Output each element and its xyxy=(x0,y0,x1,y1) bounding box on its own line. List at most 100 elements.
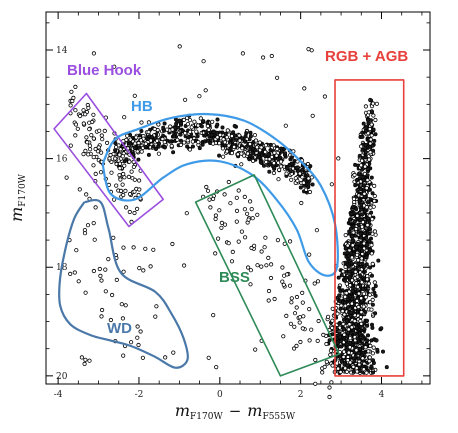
star-point-hb xyxy=(175,137,180,142)
star-point-blue_hook xyxy=(81,152,86,157)
star-point-wd xyxy=(103,289,108,294)
star-point-hb xyxy=(269,154,274,159)
star-point-wd xyxy=(136,342,141,348)
star-point-wd xyxy=(68,271,73,276)
star-point-hb xyxy=(189,125,194,130)
star-point-hb xyxy=(206,127,211,132)
star-point-rgb_agb xyxy=(368,343,373,348)
region-outlines xyxy=(53,79,405,377)
y-tick-label: 20 xyxy=(56,372,68,382)
star-point-rgb_agb xyxy=(367,238,372,243)
star-point-rgb_agb xyxy=(351,196,357,201)
star-point-field xyxy=(83,357,88,362)
star-point-rgb_agb xyxy=(372,280,377,285)
star-point-wd xyxy=(171,350,176,355)
star-point-blue_hook xyxy=(84,135,89,140)
star-point-field xyxy=(335,311,340,316)
star-point-rgb_agb xyxy=(363,345,368,350)
star-point-hb xyxy=(185,138,190,143)
star-point-rgb_agb xyxy=(348,226,353,231)
star-point-rgb_agb xyxy=(349,325,354,330)
star-point-bss xyxy=(226,241,231,246)
star-point-hb xyxy=(297,171,302,176)
star-point-rgb_agb xyxy=(358,218,363,223)
star-point-hb xyxy=(183,131,188,136)
star-point-rgb_agb xyxy=(350,288,355,293)
star-point-bss xyxy=(313,357,318,363)
star-point-blue_hook xyxy=(85,140,90,145)
star-point-bss xyxy=(255,212,260,217)
star-point-blue_hook xyxy=(83,148,88,153)
star-point-blue_hook xyxy=(120,182,125,187)
star-point-hb xyxy=(289,155,294,160)
star-point-rgb_agb xyxy=(338,334,343,339)
star-point-bss xyxy=(294,305,299,310)
star-point-hb xyxy=(187,118,193,123)
star-point-wd xyxy=(103,267,108,272)
star-point-rgb_agb xyxy=(356,261,361,266)
star-point-rgb_agb xyxy=(363,294,368,300)
star-point-wd xyxy=(110,292,115,298)
star-point-rgb_agb xyxy=(361,336,366,341)
star-point-wd xyxy=(131,245,136,250)
star-point-rgb_agb xyxy=(356,172,361,177)
star-point-rgb_agb xyxy=(355,336,360,341)
star-point-rgb_agb xyxy=(354,281,359,286)
star-point-hb xyxy=(146,130,151,135)
star-point-blue_hook xyxy=(117,161,123,166)
star-point-bss xyxy=(327,394,332,400)
star-point-blue_hook xyxy=(120,154,125,159)
star-point-bss xyxy=(316,318,321,324)
star-point-rgb_agb xyxy=(384,365,389,370)
star-point-hb xyxy=(272,150,277,155)
star-point-blue_hook xyxy=(118,147,123,152)
star-point-rgb_agb xyxy=(338,339,343,344)
star-point-hb xyxy=(271,161,276,166)
star-point-bss xyxy=(249,207,254,212)
star-point-field xyxy=(283,123,288,128)
star-point-hb xyxy=(276,157,281,162)
star-point-blue_hook xyxy=(118,177,123,182)
star-point-blue_hook xyxy=(121,192,126,198)
star-point-hb xyxy=(306,176,311,181)
star-point-rgb_agb xyxy=(362,327,367,332)
x-axis-label-m1: m xyxy=(175,401,190,420)
star-point-hb xyxy=(226,143,231,148)
star-point-rgb_agb xyxy=(344,281,349,286)
star-point-rgb_agb xyxy=(368,141,373,146)
star-point-hb xyxy=(218,132,223,137)
y-tick-label: 16 xyxy=(56,155,68,165)
star-point-hb xyxy=(156,144,161,149)
star-point-hb xyxy=(310,182,315,187)
star-point-rgb_agb xyxy=(369,322,374,327)
star-point-hb xyxy=(174,122,179,127)
star-point-rgb_agb xyxy=(365,284,370,289)
star-point-wd xyxy=(138,329,143,334)
star-point-hb xyxy=(279,149,284,154)
star-point-rgb_agb xyxy=(364,370,369,375)
star-point-field xyxy=(339,303,344,308)
star-point-bss xyxy=(263,235,268,240)
star-point-bss xyxy=(208,205,213,210)
star-point-field xyxy=(197,94,202,99)
star-point-field xyxy=(306,46,311,52)
star-point-hb xyxy=(185,122,190,127)
star-point-field xyxy=(201,59,206,64)
star-point-blue_hook xyxy=(70,98,75,104)
star-point-rgb_agb xyxy=(361,304,366,309)
star-point-rgb_agb xyxy=(350,234,355,239)
star-point-field xyxy=(82,361,87,366)
x-tick-label: 2 xyxy=(298,390,304,400)
star-point-field xyxy=(205,188,211,193)
star-point-rgb_agb xyxy=(351,364,356,369)
star-point-field xyxy=(91,51,97,56)
star-point-hb xyxy=(165,127,170,132)
star-point-field xyxy=(121,353,126,358)
star-point-field xyxy=(284,272,290,277)
star-point-bss xyxy=(221,154,226,159)
star-point-rgb_agb xyxy=(358,144,364,149)
star-point-rgb_agb xyxy=(354,369,360,374)
star-point-hb xyxy=(160,136,165,142)
star-point-field xyxy=(214,364,219,370)
star-point-rgb_agb xyxy=(368,137,373,142)
